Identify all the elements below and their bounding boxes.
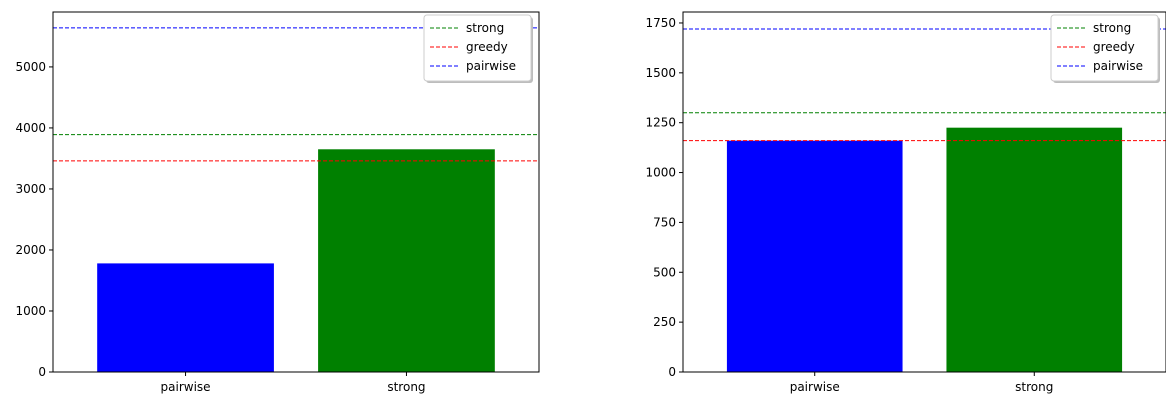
legend-label-pairwise: pairwise: [466, 59, 516, 73]
y-tick-label: 1250: [645, 116, 676, 130]
legend-box: [1050, 14, 1159, 82]
y-tick-label: 500: [653, 265, 676, 279]
legend: strong greedy pairwise: [423, 14, 533, 83]
legend-label-greedy: greedy: [1093, 40, 1135, 54]
y-tick-label: 0: [668, 365, 676, 379]
x-tick-label: pairwise: [161, 380, 211, 394]
x-tick-label: pairwise: [790, 380, 840, 394]
bar-strong: [318, 149, 495, 372]
y-tick-label: 250: [653, 315, 676, 329]
legend-label-strong: strong: [1093, 21, 1131, 35]
bar-strong: [946, 127, 1123, 372]
y-tick-label: 1000: [15, 304, 46, 318]
x-tick-label: strong: [387, 380, 425, 394]
chart-1: pairwise strong 0 1000 2000 3000 4000 5000 stron…: [15, 11, 540, 394]
legend: strong greedy pairwise: [1050, 14, 1160, 83]
y-tick-label: 4000: [15, 121, 46, 135]
axes-frame: [52, 11, 540, 373]
legend-label-strong: strong: [466, 21, 504, 35]
y-tick-label: 3000: [15, 182, 46, 196]
y-tick-label: 1000: [645, 166, 676, 180]
y-tick-label: 1500: [645, 66, 676, 80]
legend-box: [423, 14, 532, 82]
bar-pairwise: [726, 140, 903, 372]
y-tick-label: 1750: [645, 16, 676, 30]
y-tick-label: 2000: [15, 243, 46, 257]
x-tick-label: strong: [1015, 380, 1053, 394]
y-tick-label: 0: [38, 365, 46, 379]
bar-pairwise: [97, 263, 274, 372]
legend-label-pairwise: pairwise: [1093, 59, 1143, 73]
y-tick-label: 5000: [15, 60, 46, 74]
chart-2: pairwise strong 0 250 500 750 1000 1250 1500 1750…: [645, 11, 1166, 394]
axes-frame: [682, 11, 1166, 373]
y-tick-label: 750: [653, 215, 676, 229]
legend-label-greedy: greedy: [466, 40, 508, 54]
